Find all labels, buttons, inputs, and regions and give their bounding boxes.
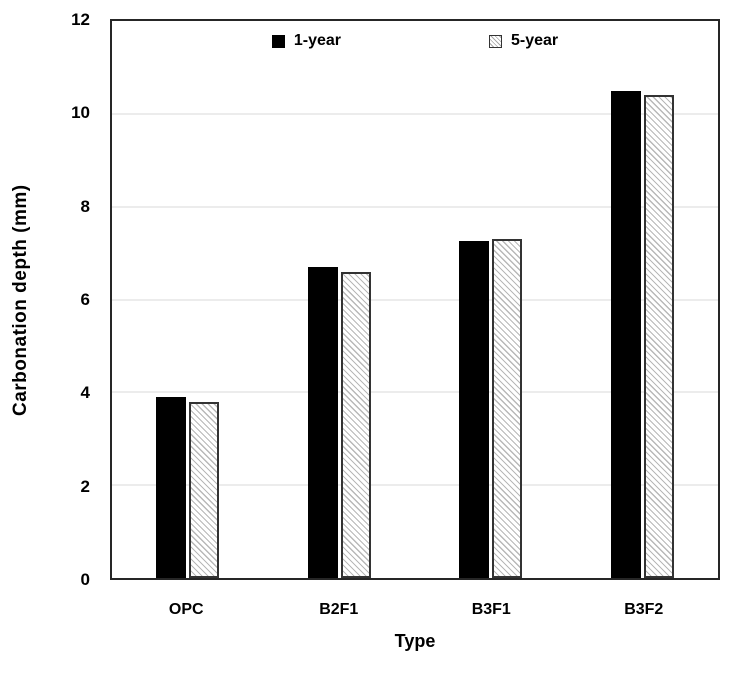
bar-group-opc — [112, 21, 264, 578]
y-tick-label: 0 — [80, 570, 90, 589]
legend-marker-hatch-icon — [489, 34, 502, 48]
bar-group-b3f2 — [567, 21, 719, 578]
y-axis-ticks: 0 2 4 6 8 10 12 — [0, 10, 100, 589]
bar-1-year-b2f1 — [307, 267, 338, 578]
x-tick-label-opc: OPC — [168, 601, 204, 618]
y-tick-label: 4 — [80, 383, 90, 403]
bar-group-b2f1 — [264, 21, 416, 578]
bar-group-b3f1 — [415, 21, 567, 578]
bar-5-year-opc — [189, 401, 220, 578]
gridline — [112, 484, 718, 486]
y-tick-label: 2 — [80, 476, 90, 496]
x-axis-title: Type — [394, 631, 436, 651]
bar-groups — [112, 21, 718, 578]
bar-1-year-opc — [156, 396, 187, 578]
gridline — [112, 206, 718, 208]
legend-label-5-year: 5-year — [511, 32, 559, 49]
x-tick-label-b3f1: B3F1 — [471, 601, 511, 618]
bar-5-year-b3f1 — [492, 239, 523, 578]
bar-1-year-b3f1 — [459, 241, 490, 578]
plot-area: 1-year 5-year — [110, 19, 720, 580]
x-tick-label-b3f2: B3F2 — [624, 601, 664, 618]
y-tick-label: 6 — [80, 290, 90, 309]
y-tick-label: 12 — [71, 10, 90, 29]
gridline — [112, 113, 718, 115]
bar-5-year-b3f2 — [643, 95, 674, 578]
gridline — [112, 299, 718, 300]
x-tick-label-b2f1: B2F1 — [319, 601, 359, 618]
x-axis-labels: OPC B2F1 B3F1 B3F2 — [110, 601, 720, 619]
bar-5-year-b2f1 — [340, 271, 371, 578]
legend: 1-year 5-year — [112, 32, 718, 50]
legend-entry-5-year: 5-year — [489, 32, 558, 50]
y-tick-label: 8 — [80, 196, 90, 216]
y-tick-label: 10 — [71, 103, 90, 123]
legend-entry-1-year: 1-year — [271, 32, 341, 50]
gridline — [112, 391, 718, 393]
legend-label-1-year: 1-year — [293, 32, 341, 49]
bar-1-year-b3f2 — [610, 90, 641, 578]
legend-marker-solid-icon — [271, 34, 285, 48]
